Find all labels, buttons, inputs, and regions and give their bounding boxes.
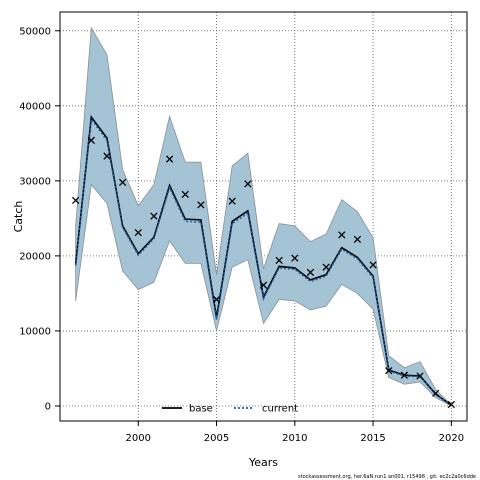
plot-frame	[59, 11, 468, 422]
x-tick-label: 2000	[126, 433, 151, 444]
y-tick-label: 20000	[19, 251, 51, 262]
observed-point	[197, 201, 205, 209]
observed-point	[134, 228, 142, 237]
observed-point	[338, 231, 346, 239]
observed-point	[87, 136, 95, 144]
observed-point	[400, 371, 409, 379]
observed-point	[432, 389, 440, 397]
legend-label-base: base	[189, 404, 213, 415]
x-tick-label: 2020	[439, 433, 464, 444]
y-tick-label: 50000	[19, 26, 51, 37]
observed-catch-points	[71, 136, 456, 409]
x-tick-label: 2005	[204, 433, 229, 444]
x-tick-label: 2010	[282, 433, 307, 444]
observed-point	[416, 372, 424, 380]
y-tick-label: 0	[45, 401, 51, 412]
observed-point	[165, 155, 174, 163]
y-tick-label: 40000	[19, 101, 51, 112]
x-axis-title: Years	[248, 456, 278, 469]
observed-point	[118, 178, 127, 187]
observed-point	[291, 254, 299, 262]
observed-point	[353, 235, 362, 244]
observed-point	[259, 281, 268, 289]
observed-point	[385, 367, 393, 375]
footnote: stockassessment.org, her.6aN.run1 an001,…	[298, 474, 476, 480]
observed-point	[244, 180, 252, 188]
legend-label-current: current	[262, 404, 298, 415]
y-tick-label: 10000	[19, 326, 51, 337]
observed-point	[275, 256, 283, 265]
observed-point	[150, 212, 158, 220]
confidence-band	[75, 26, 452, 407]
observed-point	[306, 268, 315, 277]
series-line-current	[74, 117, 452, 407]
x-tick-label: 2015	[360, 433, 385, 444]
observed-point	[369, 261, 377, 269]
y-tick-label: 30000	[19, 176, 51, 187]
y-axis-title: Catch	[12, 201, 25, 233]
observed-point	[228, 197, 236, 205]
legend: base current	[162, 404, 298, 415]
observed-point	[71, 196, 80, 205]
observed-point	[447, 400, 456, 409]
observed-point	[181, 190, 189, 199]
observed-point	[212, 295, 221, 304]
observed-point	[103, 152, 111, 160]
axes: 2000 2005 2010 2015 2020 0 10000 20000 30000 4000…	[19, 11, 468, 444]
observed-point	[322, 263, 330, 271]
